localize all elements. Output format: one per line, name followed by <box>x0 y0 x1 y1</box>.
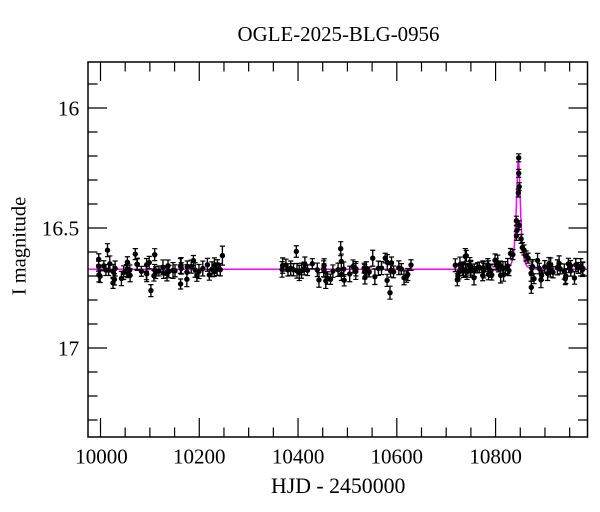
svg-text:OGLE-2025-BLG-0956: OGLE-2025-BLG-0956 <box>238 22 440 46</box>
svg-text:HJD - 2450000: HJD - 2450000 <box>271 474 406 498</box>
svg-text:10200: 10200 <box>173 445 226 469</box>
svg-text:16: 16 <box>58 97 80 121</box>
svg-text:17: 17 <box>58 337 80 361</box>
svg-text:10000: 10000 <box>75 445 128 469</box>
svg-text:10600: 10600 <box>371 445 424 469</box>
svg-text:10800: 10800 <box>469 445 522 469</box>
svg-text:I magnitude: I magnitude <box>9 197 31 296</box>
svg-text:10400: 10400 <box>272 445 325 469</box>
svg-text:16.5: 16.5 <box>42 217 80 241</box>
